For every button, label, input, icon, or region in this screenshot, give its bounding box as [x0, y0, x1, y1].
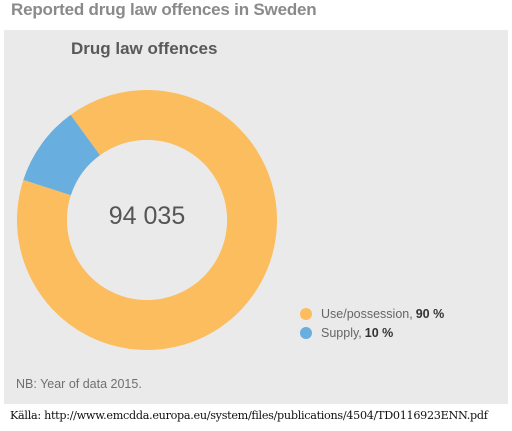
legend-item-supply: Supply, 10 % — [300, 323, 444, 342]
chart-panel: Drug law offences 94 035 Use/possession,… — [4, 30, 508, 404]
donut-hole — [67, 140, 227, 300]
legend-value: 10 % — [364, 325, 394, 340]
legend-label: Supply, — [321, 325, 362, 340]
donut-slice-use-possession — [16, 89, 278, 350]
donut-chart — [16, 89, 278, 350]
page-title: Reported drug law offences in Sweden — [11, 0, 317, 19]
chart-legend: Use/possession, 90 % Supply, 10 % — [300, 304, 444, 342]
chart-title: Drug law offences — [71, 39, 218, 58]
legend-value: 90 % — [415, 306, 445, 321]
data-year-note: NB: Year of data 2015. — [16, 377, 142, 391]
source-citation: Källa: http://www.emcdda.europa.eu/syste… — [10, 409, 488, 422]
legend-swatch-use-possession — [300, 307, 312, 320]
legend-swatch-supply — [300, 326, 312, 339]
total-offences-value: 94 035 — [108, 202, 186, 230]
legend-item-use-possession: Use/possession, 90 % — [300, 304, 444, 323]
donut-slice-supply — [23, 114, 100, 196]
legend-label: Use/possession, — [321, 306, 413, 321]
